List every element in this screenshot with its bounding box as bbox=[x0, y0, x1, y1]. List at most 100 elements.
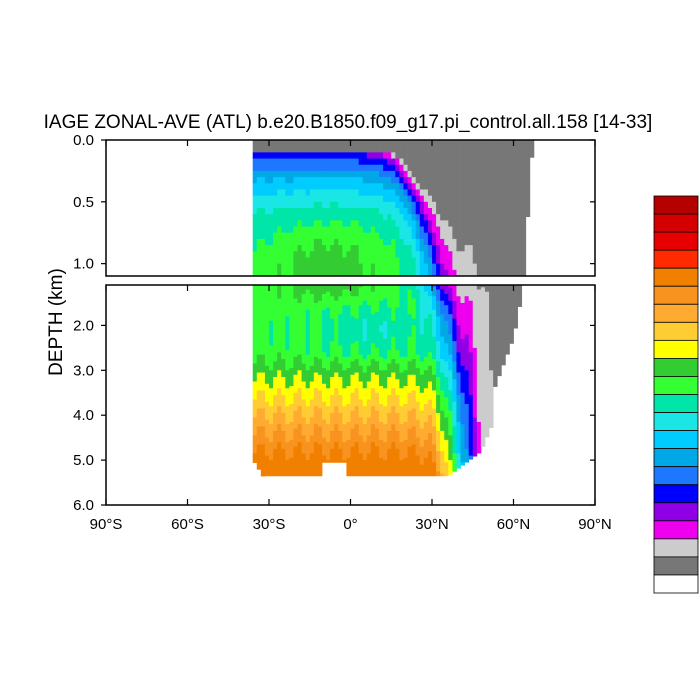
field-cell bbox=[301, 208, 307, 227]
field-cell bbox=[399, 158, 404, 166]
field-cell bbox=[346, 152, 351, 159]
field-cell bbox=[256, 238, 262, 276]
field-cell bbox=[395, 183, 400, 197]
field-cell bbox=[281, 177, 286, 190]
field-cell bbox=[281, 359, 286, 378]
field-cell bbox=[273, 430, 278, 450]
field-cell bbox=[277, 170, 282, 178]
field-cell bbox=[346, 285, 351, 290]
field-cell bbox=[436, 316, 441, 342]
field-cell bbox=[366, 232, 372, 276]
field-cell bbox=[293, 208, 298, 227]
field-cell bbox=[358, 208, 364, 227]
field-cell bbox=[297, 220, 302, 246]
field-cell bbox=[407, 314, 413, 338]
field-cell bbox=[354, 158, 360, 172]
field-cell bbox=[358, 305, 364, 355]
field-cell bbox=[252, 158, 258, 172]
field-cell bbox=[419, 238, 425, 252]
field-cell bbox=[342, 388, 347, 407]
field-cell bbox=[273, 170, 278, 178]
field-cell bbox=[297, 158, 302, 172]
colorbar-swatch bbox=[653, 394, 699, 413]
field-cell bbox=[297, 189, 302, 209]
field-cell bbox=[415, 220, 421, 240]
field-cell bbox=[432, 263, 437, 276]
field-cell bbox=[358, 435, 364, 454]
field-cell bbox=[403, 403, 408, 423]
field-cell bbox=[301, 189, 307, 209]
x-tick-label: 60°N bbox=[497, 516, 531, 533]
field-cell bbox=[269, 195, 274, 215]
field-cell bbox=[289, 140, 294, 153]
field-cell bbox=[432, 287, 437, 297]
field-cell bbox=[317, 359, 323, 376]
field-cell bbox=[403, 195, 408, 209]
field-cell bbox=[362, 460, 368, 477]
field-cell bbox=[415, 289, 421, 355]
field-cell bbox=[395, 363, 400, 380]
field-cell bbox=[427, 245, 433, 258]
field-cell bbox=[395, 285, 400, 308]
field-cell bbox=[456, 325, 461, 353]
field-cell bbox=[321, 293, 327, 311]
field-cell bbox=[321, 419, 327, 439]
field-cell bbox=[350, 410, 355, 430]
field-cell bbox=[321, 140, 327, 153]
field-cell bbox=[452, 453, 457, 472]
field-cell bbox=[427, 208, 433, 221]
field-cell bbox=[317, 444, 323, 477]
field-cell bbox=[411, 214, 417, 221]
field-cell bbox=[432, 140, 437, 203]
field-cell bbox=[362, 300, 368, 320]
field-cell bbox=[436, 471, 441, 477]
field-cell bbox=[334, 158, 339, 172]
field-cell bbox=[313, 388, 319, 407]
field-cell bbox=[407, 140, 413, 172]
field-cell bbox=[387, 214, 392, 246]
field-cell bbox=[354, 318, 360, 342]
field-cell bbox=[517, 140, 523, 276]
field-cell bbox=[468, 140, 474, 246]
field-cell bbox=[350, 343, 355, 362]
field-cell bbox=[313, 302, 319, 358]
field-cell bbox=[444, 397, 449, 418]
field-cell bbox=[399, 356, 404, 373]
field-cell bbox=[289, 386, 294, 405]
field-cell bbox=[366, 381, 372, 400]
field-cell bbox=[256, 152, 262, 159]
field-cell bbox=[354, 189, 360, 209]
field-cell bbox=[440, 314, 445, 338]
field-cell bbox=[383, 338, 388, 360]
field-cell bbox=[301, 293, 307, 364]
field-cell bbox=[281, 152, 286, 159]
field-cell bbox=[338, 314, 343, 347]
field-cell bbox=[350, 446, 355, 477]
field-cell bbox=[264, 140, 270, 153]
field-cell bbox=[293, 298, 298, 358]
field-cell bbox=[326, 442, 331, 461]
field-cell bbox=[289, 285, 294, 369]
field-cell bbox=[313, 201, 319, 221]
field-cell bbox=[427, 433, 433, 452]
field-cell bbox=[370, 183, 376, 197]
field-cell bbox=[362, 341, 368, 360]
field-cell bbox=[264, 245, 270, 276]
y-tick-label: 0.5 bbox=[73, 194, 94, 211]
field-cell bbox=[387, 140, 392, 153]
field-cell bbox=[452, 426, 457, 454]
field-cell bbox=[436, 412, 441, 432]
field-cell bbox=[427, 314, 433, 353]
field-cell bbox=[436, 395, 441, 414]
field-cell bbox=[326, 251, 331, 276]
field-cell bbox=[330, 296, 335, 320]
field-cell bbox=[350, 361, 355, 376]
field-cell bbox=[436, 263, 441, 276]
field-cell bbox=[309, 140, 315, 153]
field-cell bbox=[399, 183, 404, 190]
field-cell bbox=[444, 343, 449, 362]
field-cell bbox=[456, 352, 461, 373]
field-cell bbox=[317, 158, 323, 172]
field-cell bbox=[379, 439, 384, 459]
field-cell bbox=[407, 361, 413, 376]
